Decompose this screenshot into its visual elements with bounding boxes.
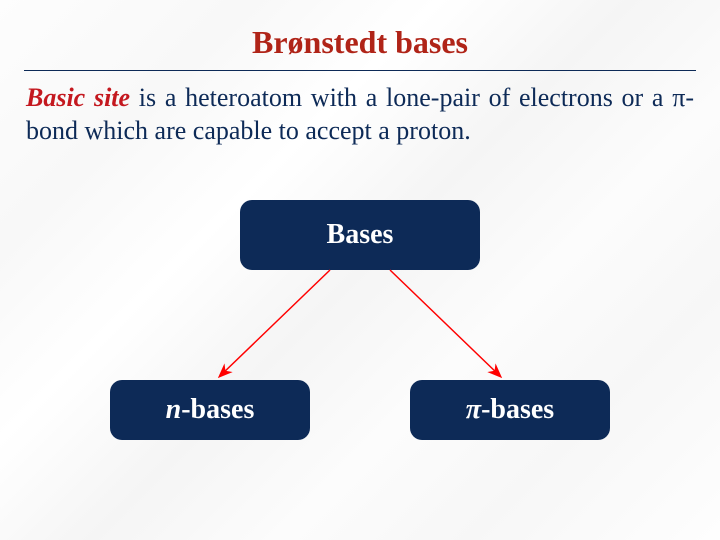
definition-text: Basic site is a heteroatom with a lone-p… (26, 82, 694, 147)
diagram-child-node: π-bases (410, 380, 610, 440)
definition-highlight: Basic site (26, 83, 130, 112)
child-prefix: π (466, 394, 481, 425)
title-divider (24, 70, 696, 71)
slide-title: Brønstedt bases (0, 24, 720, 61)
diagram-arrow (390, 270, 500, 376)
child-suffix: -bases (181, 394, 254, 425)
diagram-arrows (0, 0, 720, 540)
diagram-arrow (220, 270, 330, 376)
child-suffix: -bases (481, 394, 554, 425)
diagram-root-label: Bases (327, 219, 394, 251)
diagram-root-node: Bases (240, 200, 480, 270)
child-prefix: n (166, 394, 182, 425)
diagram-child-label: n-bases (166, 394, 255, 426)
diagram-child-node: n-bases (110, 380, 310, 440)
diagram-child-label: π-bases (466, 394, 554, 426)
